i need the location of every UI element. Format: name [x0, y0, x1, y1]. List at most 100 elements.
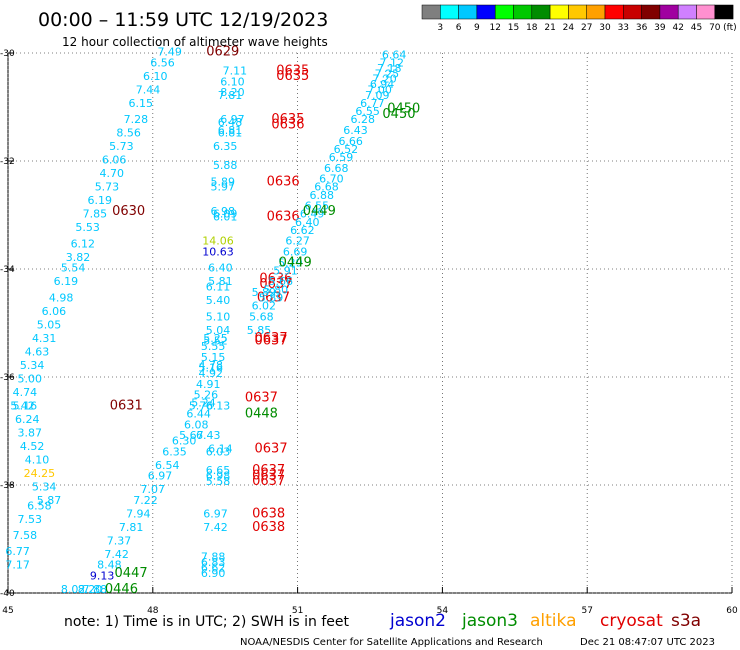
colorbar-label: 3	[437, 23, 443, 33]
pass-time-label: 0636	[267, 209, 300, 224]
pass-time-label: 0635	[276, 69, 309, 84]
x-tick-label: 54	[437, 606, 449, 616]
legend-altika: altika	[530, 611, 577, 631]
wave-height-label: 5.00	[17, 372, 42, 385]
wave-height-label: 6.98	[206, 470, 231, 483]
x-tick-label: 48	[147, 606, 159, 616]
wave-height-label: 5.76	[189, 399, 214, 412]
wave-height-label: 6.88	[309, 189, 334, 202]
wave-height-label: 5.24	[191, 397, 216, 410]
wave-height-label: 7.94	[126, 507, 151, 520]
pass-time-label: 0638	[252, 506, 285, 521]
pass-time-label: 0637	[257, 290, 290, 305]
wave-height-label: 6.58	[27, 499, 52, 512]
wave-height-label: 7.00	[367, 84, 392, 97]
wave-height-label: 5.10	[206, 310, 231, 323]
wave-height-label: 5.54	[61, 262, 86, 275]
wave-height-label: 6.01	[213, 210, 238, 223]
wave-height-label: 7.81	[119, 521, 144, 534]
pass-time-label: 0637	[245, 390, 278, 405]
wave-height-label: 5.34	[32, 480, 57, 493]
wave-height-label: 6.24	[15, 413, 40, 426]
colorbar-swatch	[677, 4, 697, 20]
pass-time-label: 0637	[259, 277, 292, 292]
wave-height-label: 6.10	[143, 70, 168, 83]
wave-height-label: 5.26	[194, 389, 219, 402]
wave-height-label: 6.81	[218, 124, 243, 137]
wave-height-label: 6.66	[338, 135, 363, 148]
wave-height-label: 6.30	[172, 435, 197, 448]
colorbar-label: 9	[474, 23, 480, 33]
wave-height-label: 6.54	[155, 459, 180, 472]
wave-height-label: 6.27	[285, 235, 310, 248]
wave-height-label: 6.11	[206, 281, 231, 294]
wave-height-label: 4.70	[100, 167, 125, 180]
colorbar-label: 15	[508, 23, 519, 33]
legend-jason3: jason3	[461, 611, 518, 631]
colorbar-label: 21	[544, 23, 555, 33]
wave-height-label: 5.89	[252, 286, 277, 299]
wave-height-label: 6.03	[206, 445, 231, 458]
pass-time-label: 0637	[252, 463, 285, 478]
wave-height-label: 4.31	[32, 332, 57, 345]
colorbar-swatch	[494, 4, 514, 20]
wave-height-label: 6.56	[150, 57, 175, 70]
wave-height-label: 4.74	[13, 386, 38, 399]
wave-height-label: 5.81	[208, 275, 233, 288]
wave-height-label: 8.48	[97, 559, 122, 572]
wave-height-label: 6.83	[201, 556, 226, 569]
colorbar-swatch	[604, 4, 624, 20]
colorbar-label: 42	[672, 23, 683, 33]
wave-height-label: 5.91	[273, 264, 298, 277]
wave-height-label: 5.87	[37, 494, 62, 507]
legend-cryosat: cryosat	[600, 611, 663, 631]
pass-time-label: 0447	[115, 566, 148, 581]
wave-height-label: 6.43	[196, 429, 221, 442]
wave-height-label: 4.52	[20, 440, 45, 453]
wave-height-label: 5.40	[206, 294, 231, 307]
wave-height-label: 7.88	[201, 551, 226, 564]
legend-s3a: s3a	[671, 611, 701, 631]
colorbar-swatch	[696, 4, 716, 20]
wave-height-label: 5.89	[211, 175, 236, 188]
wave-height-label: 4.91	[196, 378, 221, 391]
colorbar-swatch	[623, 4, 642, 20]
wave-height-label: 5.97	[211, 181, 236, 194]
pass-time-label: 0636	[259, 272, 292, 287]
y-tick-label: -36	[0, 373, 15, 383]
wave-height-label: 6.68	[314, 181, 339, 194]
pass-time-label: 0449	[279, 255, 312, 270]
wave-height-label: 6.19	[87, 194, 112, 207]
data-labels: 06297.496.566.107.446.157.288.565.736.06…	[5, 45, 420, 597]
wave-height-label: 6.06	[102, 154, 127, 167]
pass-time-label: 0636	[267, 174, 300, 189]
wave-height-label: 5.16	[198, 362, 223, 375]
wave-height-label: 6.81	[218, 127, 243, 140]
wave-height-label: 5.67	[179, 429, 204, 442]
wave-height-label: 5.80	[264, 283, 289, 296]
wave-height-label: 5.15	[201, 351, 226, 364]
wave-height-label: 10.63	[202, 246, 234, 259]
wave-height-label: 6.02	[252, 300, 277, 313]
wave-height-label: 6.69	[283, 246, 308, 259]
y-tick-label: -40	[0, 589, 15, 599]
wave-height-label: 6.40	[295, 216, 320, 229]
wave-height-label: 6.13	[206, 399, 231, 412]
colorbar-swatch	[531, 4, 551, 20]
wave-height-label: 7.44	[136, 84, 161, 97]
colorbar-label: 70	[709, 23, 721, 33]
wave-height-label: 6.65	[206, 464, 231, 477]
wave-height-label: 6.48	[218, 116, 243, 129]
x-tick-label: 60	[726, 606, 738, 616]
colorbar-swatch	[641, 4, 661, 20]
pass-time-label: 0637	[252, 469, 285, 484]
pass-time-label: 0449	[303, 204, 336, 219]
colorbar-swatch	[513, 4, 533, 20]
wave-height-label: 7.12	[379, 57, 404, 70]
wave-height-label: 7.42	[104, 548, 129, 561]
wave-height-label: 5.88	[213, 159, 238, 172]
wave-height-label: 7.11	[223, 65, 248, 78]
colorbar-unit: (ft)	[723, 23, 737, 33]
pass-time-label: 0446	[105, 582, 138, 597]
wave-height-label: 4.10	[25, 453, 50, 466]
